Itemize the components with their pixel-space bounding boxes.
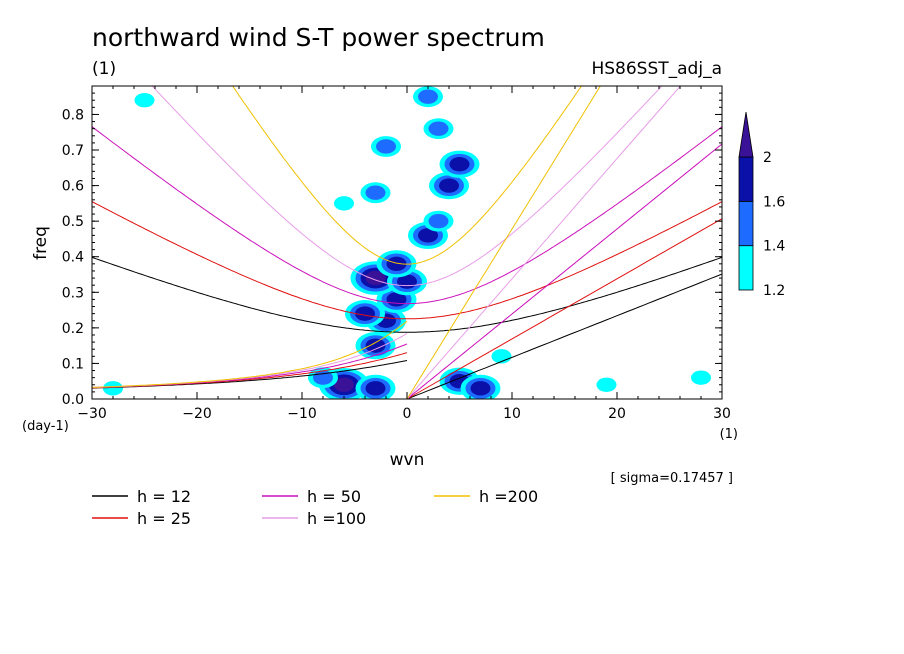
power-contour-region xyxy=(365,185,386,200)
legend-label: h =100 xyxy=(307,509,366,528)
colorbar-label: 1.6 xyxy=(763,194,785,210)
colorbar-segment xyxy=(738,200,754,247)
colorbar-label: 1.2 xyxy=(763,283,785,299)
power-contour-region xyxy=(449,157,470,172)
power-contour-region xyxy=(365,381,386,396)
y-tick-label: 0.8 xyxy=(62,107,84,123)
power-contour-region xyxy=(376,139,396,154)
x-axis-label: wvn xyxy=(390,450,425,470)
power-contour-region xyxy=(365,338,386,353)
sigma-note: [ sigma=0.17457 ] xyxy=(611,471,733,486)
plot-frame xyxy=(91,85,723,400)
x-tick-label: 20 xyxy=(608,406,626,422)
x-tick-label: 0 xyxy=(403,406,412,422)
x-tick-label: −20 xyxy=(182,406,212,422)
dispersion-curve-ig xyxy=(231,86,583,265)
power-contour-region xyxy=(355,306,375,321)
y-tick-label: 0.3 xyxy=(62,285,84,301)
x-tick-label: −10 xyxy=(287,406,317,422)
y-tick-label: 0.2 xyxy=(62,321,84,337)
x-axis: −30 −20 −10 0 10 20 30 xyxy=(77,86,731,422)
power-contour-region xyxy=(134,93,155,108)
x-unit-label: (1) xyxy=(720,427,738,442)
y-unit-label: (day-1) xyxy=(22,419,69,434)
dispersion-curves xyxy=(92,86,722,399)
colorbar-label: 1.4 xyxy=(763,239,785,255)
power-contour-region xyxy=(439,178,459,193)
power-contour-region xyxy=(428,213,449,229)
dispersion-curve-kelvin xyxy=(406,86,601,399)
colorbar-segment xyxy=(738,245,754,291)
dispersion-curve-ig xyxy=(92,256,722,333)
legend-label: h = 25 xyxy=(137,509,191,528)
power-contour-region xyxy=(691,370,711,385)
power-contour-region xyxy=(386,256,407,272)
legend-label: h =200 xyxy=(479,487,538,506)
dispersion-curve-mrg xyxy=(92,320,408,388)
y-tick-label: 0.0 xyxy=(62,392,84,408)
y-axis: 0.0 0.1 0.2 0.3 0.4 0.5 0.6 0.7 0.8 xyxy=(62,92,722,408)
y-tick-label: 0.1 xyxy=(62,356,84,372)
subtitle-right: HS86SST_adj_a xyxy=(591,59,722,79)
power-contour-region xyxy=(428,121,449,136)
x-tick-label: 30 xyxy=(713,406,731,422)
y-tick-label: 0.4 xyxy=(62,250,84,266)
power-contour-region xyxy=(418,89,438,104)
power-contours xyxy=(103,86,711,399)
dispersion-curve-kelvin xyxy=(406,218,722,399)
dispersion-curve-kelvin xyxy=(406,86,682,399)
x-tick-label: −30 xyxy=(77,406,107,422)
dispersion-curve-ig xyxy=(151,86,663,287)
y-tick-label: 0.7 xyxy=(62,143,84,159)
power-contour-region xyxy=(334,377,354,392)
dispersion-curve-ig xyxy=(92,201,722,320)
colorbar-label: 2 xyxy=(763,150,772,166)
subtitle-left: (1) xyxy=(92,59,116,79)
x-tick-label: 10 xyxy=(503,406,521,422)
power-contour-region xyxy=(334,196,354,211)
y-tick-label: 0.5 xyxy=(62,214,84,230)
dispersion-curve-kelvin xyxy=(406,143,722,399)
legend: h = 12 h = 25 h = 50 h =100 h =200 xyxy=(92,487,538,528)
chart-title: northward wind S-T power spectrum xyxy=(92,23,545,52)
power-contour-region xyxy=(596,377,617,392)
y-tick-label: 0.6 xyxy=(62,179,84,195)
power-contour-region xyxy=(470,381,491,396)
power-contour-region xyxy=(103,381,123,396)
dispersion-curve-kelvin xyxy=(406,273,722,399)
legend-label: h = 12 xyxy=(137,487,191,506)
legend-label: h = 50 xyxy=(307,487,361,506)
colorbar-arrow xyxy=(738,111,754,158)
y-axis-label: freq xyxy=(31,226,51,260)
dispersion-curve-ig xyxy=(92,126,722,305)
colorbar: 1.2 1.4 1.6 2 xyxy=(738,111,785,299)
power-contour-region xyxy=(418,228,438,243)
colorbar-segment xyxy=(738,156,754,202)
